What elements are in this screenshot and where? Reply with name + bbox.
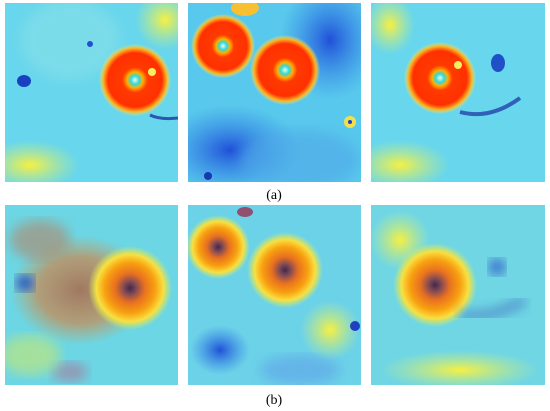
panel-a2 (188, 3, 361, 182)
panel-a1 (5, 3, 178, 182)
panel-a3 (371, 3, 545, 182)
caption-b: (b) (266, 393, 283, 408)
panel-b2 (188, 205, 361, 385)
panel-b3 (371, 205, 545, 385)
panel-b1 (5, 205, 178, 385)
caption-a: (a) (266, 188, 282, 203)
